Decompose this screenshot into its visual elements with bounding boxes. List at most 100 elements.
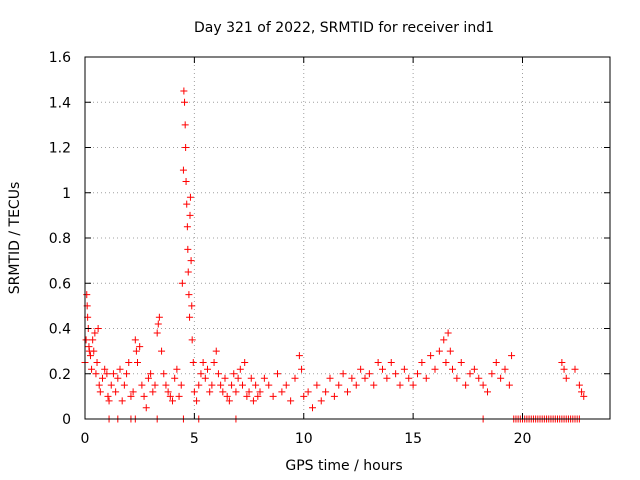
data-point — [105, 397, 113, 405]
data-point — [208, 381, 216, 389]
data-point — [442, 358, 450, 366]
data-point — [186, 313, 194, 321]
data-point — [204, 365, 211, 373]
data-point — [82, 336, 90, 344]
data-point — [210, 358, 218, 366]
data-point — [160, 370, 168, 378]
y-tick-label: 0.8 — [49, 231, 71, 247]
data-point — [180, 87, 188, 95]
data-point — [309, 404, 316, 412]
data-point — [184, 268, 192, 276]
data-point — [109, 370, 117, 378]
data-point — [118, 397, 126, 405]
data-point — [136, 343, 144, 351]
data-point — [185, 291, 193, 299]
data-point — [183, 223, 191, 231]
data-point — [291, 374, 299, 382]
data-point — [206, 388, 214, 396]
data-point — [129, 388, 137, 396]
data-point — [457, 358, 465, 366]
data-point — [92, 370, 100, 378]
data-point — [339, 370, 347, 378]
data-point — [169, 397, 176, 405]
data-point — [427, 352, 435, 360]
data-point — [193, 397, 201, 405]
data-point — [562, 374, 570, 382]
data-point — [383, 374, 391, 382]
data-point — [171, 374, 179, 382]
data-point — [352, 381, 360, 389]
data-point — [127, 392, 135, 400]
data-point — [195, 381, 203, 389]
y-tick-label: 0.4 — [49, 322, 71, 338]
data-point — [370, 381, 378, 389]
data-point — [95, 381, 103, 389]
data-point — [558, 358, 566, 366]
data-point — [138, 381, 146, 389]
data-point — [357, 365, 365, 373]
data-point — [89, 336, 97, 344]
data-point — [475, 374, 483, 382]
y-tick-label: 1.2 — [49, 141, 71, 157]
data-point — [247, 374, 255, 382]
data-point — [326, 374, 334, 382]
data-point — [188, 336, 196, 344]
data-point — [374, 358, 382, 366]
data-point — [125, 358, 133, 366]
data-point — [153, 329, 161, 337]
y-tick-label: 0.2 — [49, 367, 71, 383]
data-point — [162, 381, 170, 389]
data-point — [234, 374, 242, 382]
x-tick-label: 10 — [295, 431, 313, 447]
data-point — [414, 370, 421, 378]
data-point — [405, 374, 413, 382]
data-point — [221, 374, 229, 382]
data-point — [269, 392, 277, 400]
data-point — [435, 347, 443, 355]
data-point — [179, 166, 187, 174]
data-point — [217, 381, 225, 389]
data-point — [154, 320, 162, 328]
data-point — [446, 347, 454, 355]
data-point — [184, 245, 192, 253]
x-tick-label: 20 — [514, 431, 532, 447]
data-point — [330, 392, 338, 400]
data-point — [256, 388, 264, 396]
data-point — [484, 388, 491, 396]
data-point — [243, 392, 251, 400]
data-point — [181, 121, 189, 129]
data-point — [260, 374, 268, 382]
data-point — [295, 352, 303, 360]
data-point — [147, 370, 155, 378]
data-point — [361, 374, 369, 382]
y-tick-label: 1.6 — [49, 50, 71, 66]
data-point — [116, 365, 124, 373]
data-point — [190, 388, 198, 396]
data-point — [274, 370, 281, 378]
data-point — [189, 358, 197, 366]
data-point — [245, 388, 253, 396]
data-point — [304, 388, 312, 396]
data-point — [86, 352, 94, 360]
data-point — [144, 374, 152, 382]
data-point — [181, 98, 189, 106]
data-point — [132, 347, 140, 355]
data-point — [505, 381, 513, 389]
data-point — [173, 365, 181, 373]
data-point — [114, 374, 122, 382]
data-point — [101, 365, 109, 373]
data-point — [453, 374, 461, 382]
data-point — [560, 365, 568, 373]
x-axis-label: GPS time / hours — [285, 458, 402, 474]
data-point — [580, 392, 588, 400]
data-point — [335, 381, 343, 389]
data-point — [225, 397, 233, 405]
y-tick-label: 1.4 — [49, 95, 71, 111]
y-tick-label: 0 — [62, 412, 71, 428]
data-point — [462, 381, 470, 389]
x-tick-label: 5 — [190, 431, 199, 447]
data-point — [488, 370, 496, 378]
data-point — [239, 381, 246, 389]
data-point — [431, 365, 439, 373]
data-point — [317, 397, 325, 405]
